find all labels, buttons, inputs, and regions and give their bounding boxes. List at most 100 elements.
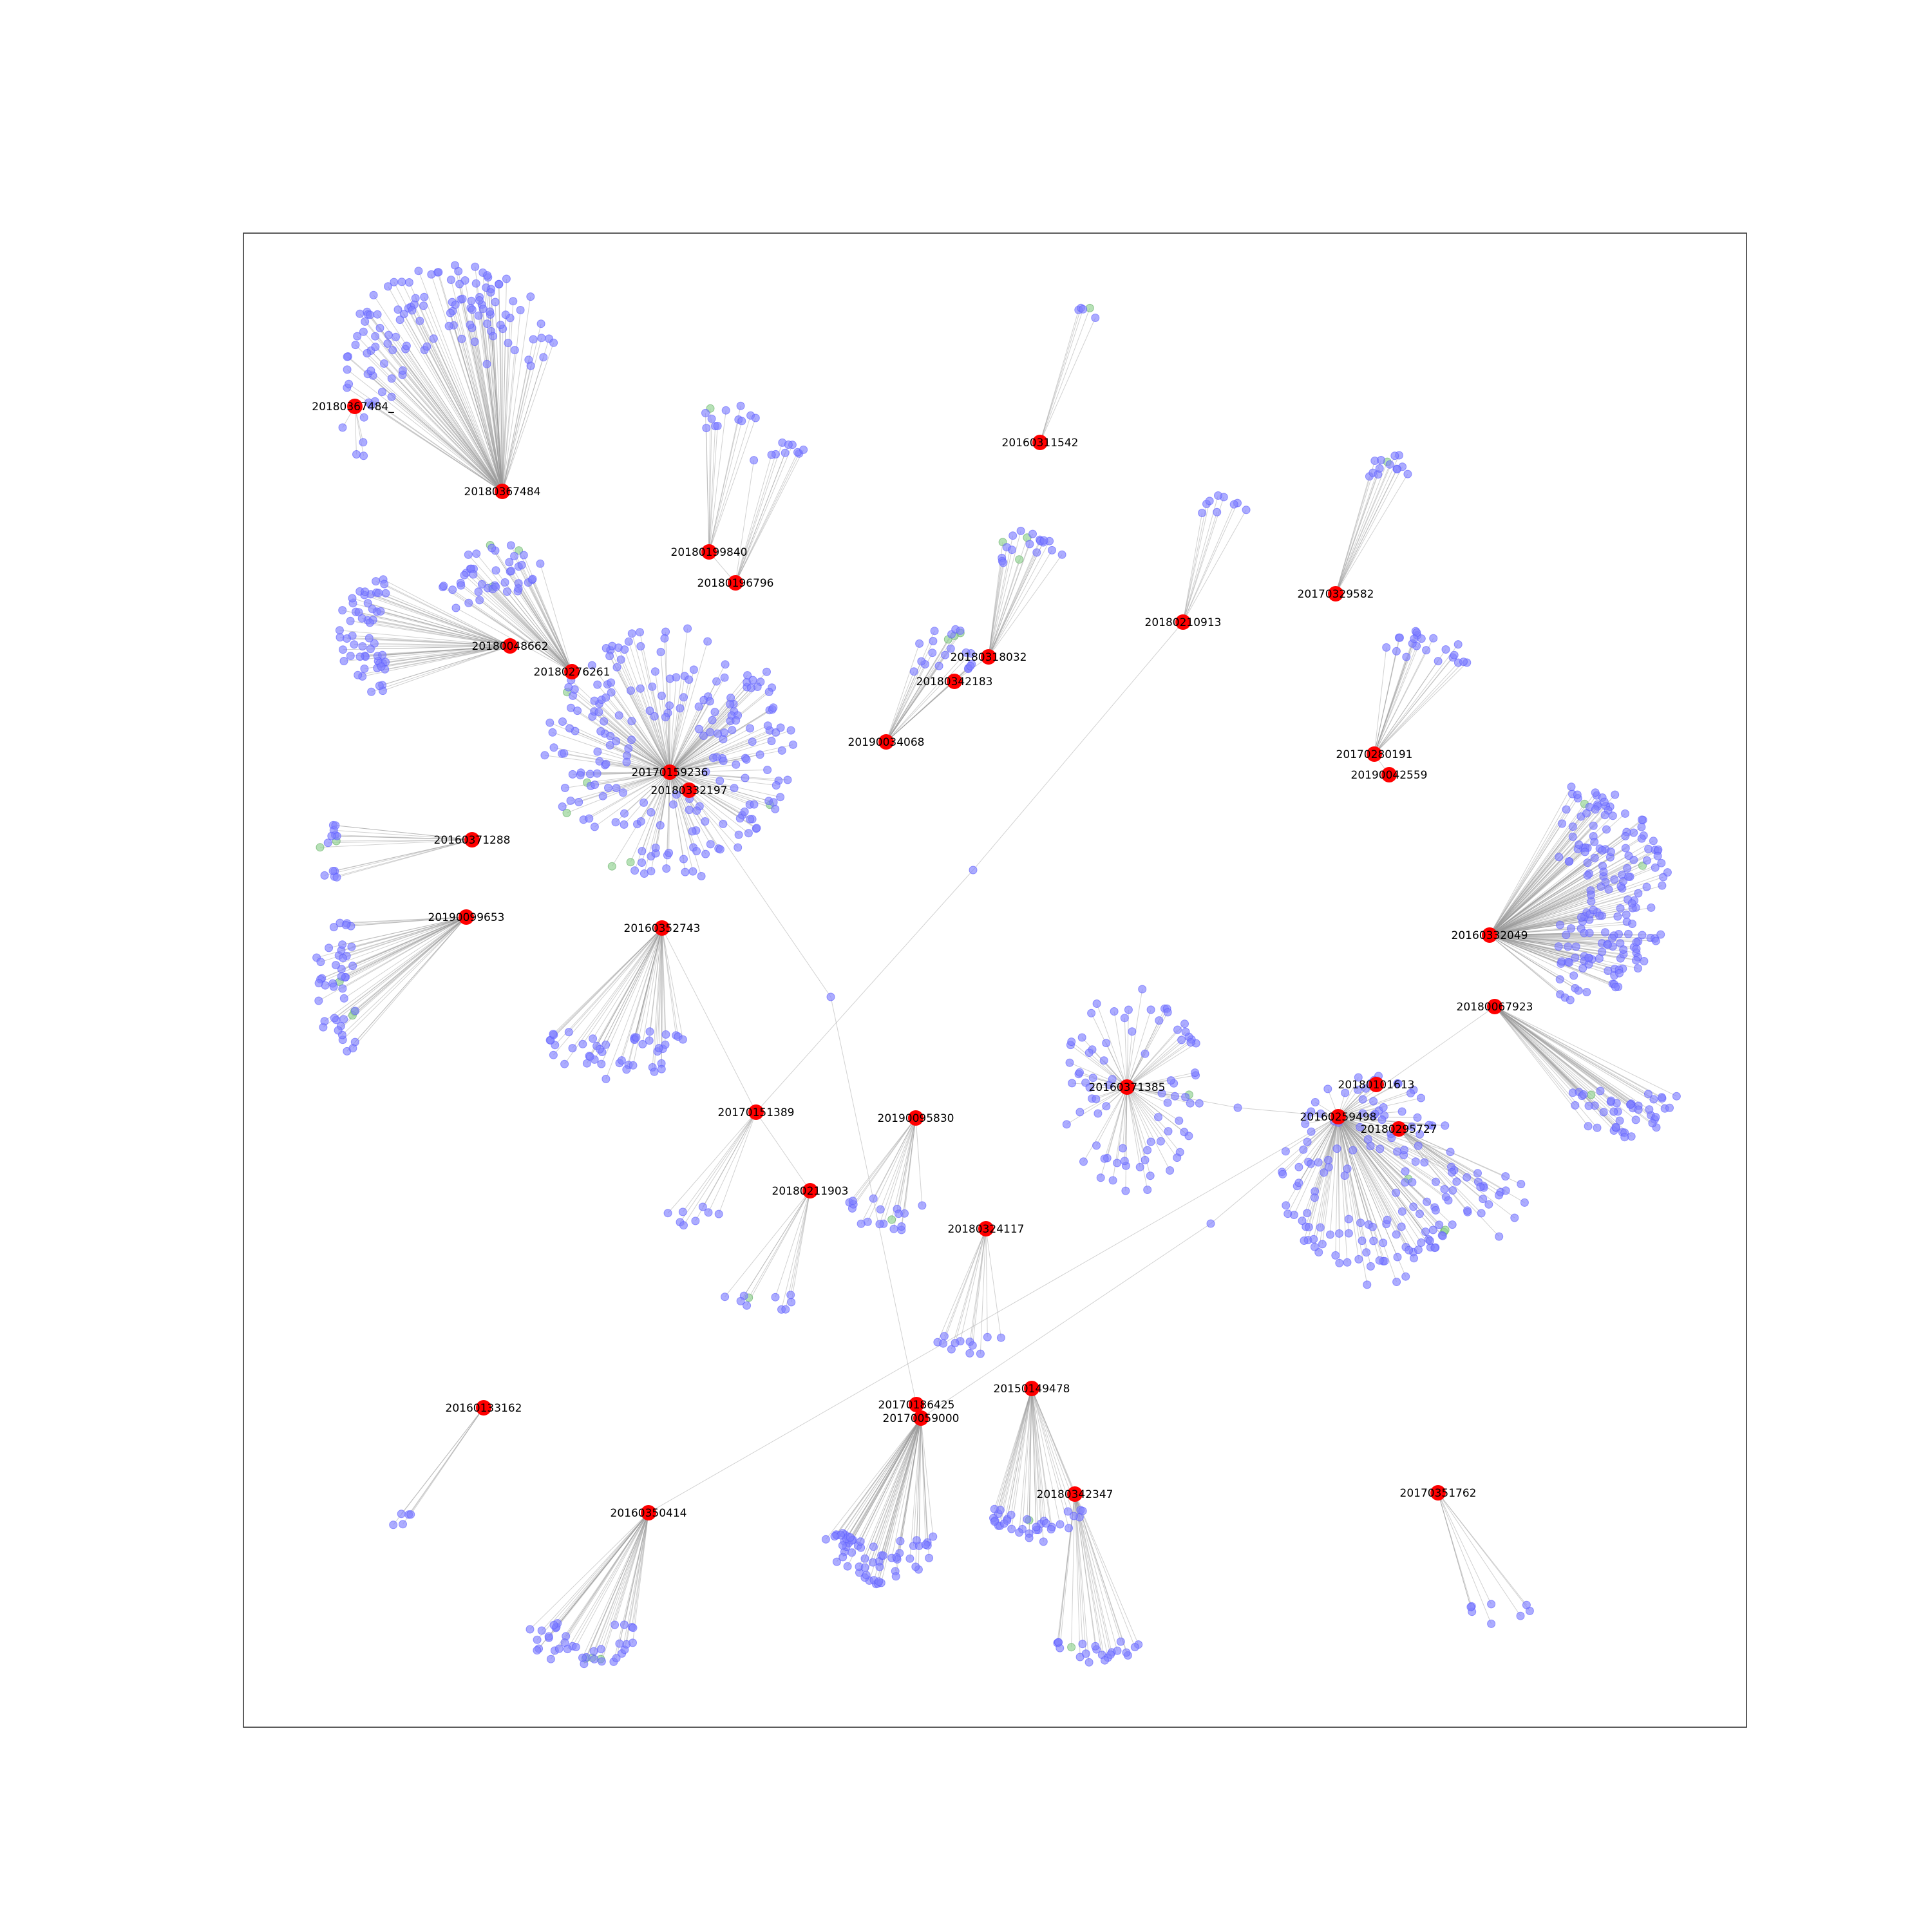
leaf-node: [1562, 931, 1570, 939]
leaf-node: [372, 332, 379, 340]
leaf-node: [1097, 1174, 1104, 1182]
leaf-node: [1580, 1091, 1587, 1099]
leaf-node: [1181, 1020, 1189, 1028]
leaf-node: [355, 609, 363, 616]
leaf-node: [721, 674, 728, 681]
leaf-node: [1195, 1099, 1203, 1107]
leaf-node: [1318, 1240, 1326, 1248]
leaf-node: [730, 784, 738, 792]
leaf-node: [849, 1197, 857, 1205]
hub-label: 20160259498: [1300, 1111, 1377, 1124]
leaf-node: [1155, 1017, 1163, 1025]
leaf-node: [487, 289, 495, 296]
leaf-node: [895, 1210, 902, 1218]
leaf-node: [1008, 1525, 1016, 1533]
leaf-node: [1305, 1224, 1312, 1231]
leaf-node: [969, 866, 977, 874]
leaf-node: [743, 1302, 751, 1309]
leaf-node: [599, 792, 607, 800]
leaf-node: [415, 267, 422, 275]
leaf-node: [1464, 1207, 1472, 1215]
leaf-node: [332, 822, 339, 829]
leaf-node: [716, 846, 724, 853]
leaf-node: [469, 571, 477, 578]
leaf-node: [787, 726, 795, 734]
leaf-node: [460, 571, 468, 579]
leaf-node: [732, 761, 740, 768]
leaf-node: [1171, 1092, 1179, 1100]
leaf-node: [1614, 913, 1622, 920]
hub-label: 20190095830: [878, 1112, 954, 1125]
leaf-node: [969, 1341, 976, 1349]
leaf-node: [638, 859, 646, 867]
leaf-node: [1422, 1228, 1430, 1236]
leaf-node: [594, 748, 601, 755]
leaf-node: [489, 332, 497, 340]
leaf-node: [906, 1555, 914, 1562]
leaf-node: [529, 575, 536, 583]
leaf-node: [693, 807, 701, 815]
leaf-node: [476, 297, 484, 305]
leaf-node: [1080, 1158, 1088, 1166]
leaf-node: [1173, 1154, 1181, 1162]
leaf-node: [951, 1340, 959, 1347]
leaf-node: [777, 793, 784, 801]
leaf-node: [352, 1007, 359, 1015]
leaf-node: [716, 777, 724, 785]
leaf-node: [661, 634, 668, 642]
leaf-node: [1358, 1237, 1366, 1245]
leaf-node: [1441, 1122, 1449, 1130]
leaf-node: [1082, 1650, 1090, 1658]
leaf-node: [772, 1293, 779, 1301]
leaf-node: [567, 797, 574, 804]
leaf-node: [1643, 883, 1651, 891]
leaf-node: [662, 1030, 670, 1038]
leaf-node: [352, 341, 359, 349]
hub-label: 20160350414: [611, 1507, 687, 1520]
leaf-node: [1363, 1249, 1370, 1256]
leaf-node: [1370, 1237, 1378, 1245]
leaf-node: [1517, 1180, 1525, 1188]
leaf-node: [560, 750, 568, 757]
leaf-node-green: [627, 858, 634, 866]
leaf-node: [1591, 806, 1599, 813]
leaf-node: [1242, 506, 1250, 514]
leaf-node: [697, 873, 705, 880]
leaf-node: [589, 1035, 597, 1043]
leaf-node: [353, 451, 361, 459]
leaf-node: [559, 718, 567, 726]
leaf-node: [464, 551, 472, 558]
leaf-node: [940, 1340, 947, 1347]
leaf-node: [392, 333, 400, 341]
leaf-node: [476, 596, 484, 604]
leaf-node: [735, 831, 743, 838]
leaf-node: [1585, 1102, 1593, 1110]
leaf-node: [875, 1578, 883, 1586]
leaf-node: [737, 402, 744, 410]
leaf-node: [491, 298, 499, 306]
leaf-node: [1146, 1172, 1154, 1180]
leaf-node: [1477, 1183, 1484, 1191]
leaf-node: [1121, 1157, 1128, 1165]
leaf-node: [1079, 1507, 1086, 1515]
leaf-node: [1363, 1281, 1371, 1289]
leaf-node: [1186, 1099, 1194, 1107]
leaf-node: [1401, 1146, 1408, 1154]
leaf-node: [408, 307, 416, 314]
leaf-node: [1412, 1158, 1419, 1166]
leaf-node: [591, 781, 599, 789]
leaf-node: [844, 1562, 851, 1570]
leaf-node: [650, 1068, 658, 1075]
leaf-node: [1622, 832, 1629, 840]
leaf-node: [1379, 1104, 1387, 1112]
leaf-node: [315, 980, 323, 987]
leaf-node: [652, 844, 659, 851]
leaf-node: [561, 784, 569, 792]
leaf-node: [1295, 1179, 1303, 1187]
leaf-node: [549, 728, 556, 736]
leaf-node: [1511, 1214, 1519, 1222]
leaf-node: [1357, 1219, 1365, 1227]
hub-label: 20160371288: [434, 834, 511, 847]
leaf-node: [1485, 1200, 1493, 1208]
leaf-node: [1164, 1099, 1171, 1106]
